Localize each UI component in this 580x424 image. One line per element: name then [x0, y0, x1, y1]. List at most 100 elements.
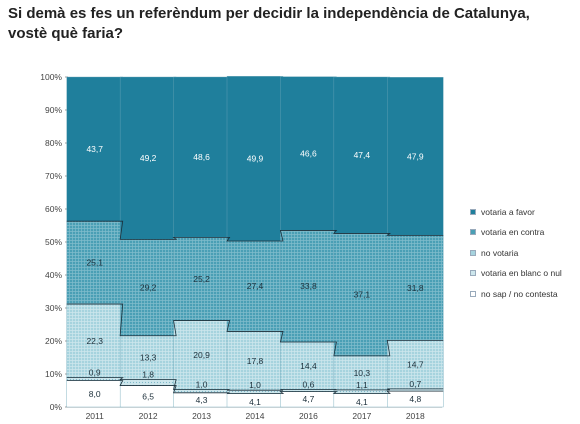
data-label: 0,7 — [409, 379, 421, 389]
bar-segment-votaria-a-favor — [333, 76, 391, 234]
data-label: 6,5 — [142, 391, 154, 401]
y-tick-label: 70% — [45, 171, 62, 181]
data-label: 49,2 — [140, 153, 157, 163]
legend-swatch — [470, 270, 476, 276]
data-label: 47,4 — [354, 150, 371, 160]
data-label: 4,1 — [249, 397, 261, 407]
connector-line — [66, 380, 444, 394]
bar-segment-votaria-en-contra — [119, 239, 177, 336]
y-tick-label: 50% — [45, 237, 62, 247]
y-tick-label: 10% — [45, 369, 62, 379]
x-tick-label: 2018 — [406, 411, 425, 421]
bar-segment-votaria-en-blanc-o-nul — [119, 379, 177, 386]
data-label: 1,0 — [196, 380, 208, 390]
bar-segment-votaria-en-blanc-o-nul — [173, 389, 230, 394]
y-tick-label: 30% — [45, 303, 62, 313]
data-label: 29,2 — [140, 283, 157, 293]
connector-line — [66, 377, 444, 391]
legend-item: votaria en contra — [470, 227, 562, 238]
legend-swatch — [470, 249, 476, 256]
legend-item: no votaria — [470, 247, 562, 258]
x-tick-label: 2012 — [139, 411, 158, 421]
chart-title-line-1: Si demà es fes un referèndum per decidir… — [8, 5, 530, 22]
bar-segment-votaria-en-blanc-o-nul — [333, 389, 391, 394]
x-tick-label: 2011 — [86, 411, 105, 421]
chart-bars — [66, 76, 444, 408]
legend-label: no sap / no contesta — [481, 288, 558, 299]
bar-segment-no-votaria — [66, 303, 123, 378]
y-tick-label: 80% — [45, 138, 62, 148]
data-label: 4,1 — [356, 397, 368, 407]
data-label: 0,9 — [89, 368, 101, 378]
bar-segment-no-votaria — [173, 320, 230, 390]
data-label: 1,0 — [249, 380, 261, 390]
data-label: 25,1 — [86, 258, 103, 268]
data-label: 1,8 — [142, 370, 154, 380]
y-tick-label: 0% — [50, 402, 63, 412]
data-label: 46,6 — [300, 149, 317, 159]
data-label: 47,9 — [407, 151, 424, 161]
data-label: 49,9 — [247, 154, 264, 164]
data-label: 10,3 — [354, 368, 371, 378]
data-label: 31,8 — [407, 283, 424, 293]
chart-title: Si demà es fes un referèndum per decidir… — [8, 4, 530, 44]
bar-segment-votaria-en-contra — [66, 221, 123, 305]
data-label: 4,8 — [409, 394, 421, 404]
legend-swatch — [470, 208, 476, 215]
data-label: 43,7 — [86, 144, 103, 154]
data-label: 14,7 — [407, 360, 424, 370]
data-label: 0,6 — [303, 380, 315, 390]
bar-segment-votaria-en-contra — [173, 237, 230, 321]
legend-label: votaria en blanc o nul — [481, 268, 562, 278]
data-label: 13,3 — [140, 353, 157, 363]
x-tick-label: 2014 — [246, 411, 265, 421]
bar-segment-votaria-a-favor — [66, 76, 123, 222]
data-label: 25,2 — [193, 274, 210, 284]
bar-segment-no-votaria — [226, 331, 284, 391]
data-label: 14,4 — [300, 361, 317, 371]
legend-label: votaria en contra — [481, 227, 545, 237]
data-label: 48,6 — [193, 152, 210, 162]
bar-segment-votaria-en-blanc-o-nul — [66, 377, 123, 381]
segment-connector-lines — [66, 220, 444, 394]
data-label: 17,8 — [247, 356, 264, 366]
y-tick-label: 100% — [40, 72, 62, 82]
chart-legend: votaria a favor votaria en contra no votar… — [470, 206, 562, 309]
legend-item: votaria a favor — [470, 206, 562, 217]
bar-segment-no-votaria — [119, 335, 177, 380]
bar-segment-votaria-a-favor — [280, 76, 337, 231]
data-label: 33,8 — [300, 281, 317, 291]
bar-segment-votaria-en-contra — [226, 240, 284, 332]
bar-segment-votaria-en-contra — [280, 230, 337, 343]
data-label: 20,9 — [193, 350, 210, 360]
y-tick-label: 90% — [45, 105, 62, 115]
chart-title-line-2: vostè què faria? — [8, 25, 124, 42]
bar-segment-votaria-en-blanc-o-nul — [226, 389, 284, 394]
data-label: 22,3 — [86, 336, 103, 346]
legend-item: no sap / no contesta — [470, 288, 562, 299]
legend-swatch — [470, 290, 476, 297]
y-tick-label: 20% — [45, 336, 62, 346]
legend-item: votaria en blanc o nul — [470, 268, 562, 279]
legend-swatch — [470, 229, 476, 235]
x-tick-label: 2017 — [352, 411, 371, 421]
connector-line — [66, 303, 444, 357]
legend-label: votaria a favor — [481, 206, 535, 217]
connector-line — [66, 220, 444, 242]
x-tick-label: 2013 — [192, 411, 211, 421]
y-tick-label: 60% — [45, 204, 62, 214]
data-label: 4,3 — [196, 395, 208, 405]
bar-segment-votaria-a-favor — [226, 76, 284, 242]
bar-segment-votaria-a-favor — [119, 76, 177, 240]
bar-segment-no-votaria — [333, 355, 391, 391]
y-tick-label: 40% — [45, 270, 62, 280]
data-label: 37,1 — [354, 290, 371, 300]
chart-data-labels: 8,0 0,9 22,3 25,1 43,7 6,5 1,8 13,3 29,2 49,2 4,3 1… — [86, 144, 423, 407]
legend-label: no votaria — [481, 247, 519, 258]
bar-segment-votaria-en-contra — [387, 235, 444, 341]
bar-segment-votaria-a-favor — [387, 77, 444, 236]
x-tick-label: 2016 — [299, 411, 318, 421]
data-label: 27,4 — [247, 281, 264, 291]
data-label: 1,1 — [356, 380, 368, 390]
